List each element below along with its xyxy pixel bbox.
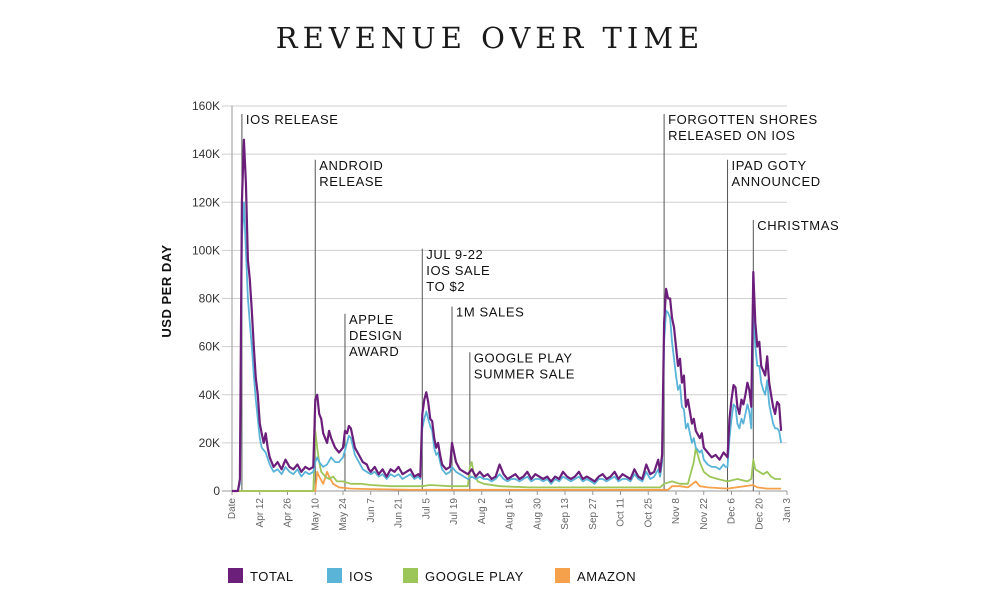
x-tick-label: May 10 [310,498,321,531]
legend-swatch [555,568,570,583]
legend-swatch [403,568,418,583]
x-tick-label: Jun 7 [366,498,377,523]
x-tick-label: Jul 19 [449,498,460,525]
series-line-total [232,138,783,493]
x-tick-label: Nov 22 [699,498,710,530]
annotation-label: RELEASED ON IOS [668,128,795,143]
annotation-label: TO $2 [426,279,465,294]
x-tick-label: Jan 3 [782,498,793,523]
series-lines [232,138,783,493]
y-tick-label: 20K [199,436,220,450]
annotation-label: IOS RELEASE [246,112,339,127]
y-tick-label: 100K [192,243,220,257]
y-axis-label: USD PER DAY [159,244,174,337]
annotation-label: 1M SALES [456,305,524,320]
legend-swatch [228,568,243,583]
x-tick-label: Apr 12 [255,498,266,528]
legend-swatch [327,568,342,583]
annotation-label: AWARD [349,344,399,359]
x-tick-label: Oct 25 [643,498,654,528]
annotation-label: ANNOUNCED [732,174,821,189]
y-tick-label: 160K [192,99,220,113]
y-tick-label: 120K [192,195,220,209]
x-tick-label: Aug 30 [532,498,543,530]
annotation-label: CHRISTMAS [757,218,839,233]
legend-label: IOS [349,569,373,584]
x-tick-label: Nov 8 [671,498,682,525]
x-tick-label: May 24 [338,498,349,531]
x-tick-label: Jun 21 [394,498,405,528]
y-tick-label: 60K [199,340,220,354]
annotation-label: FORGOTTEN SHORES [668,112,818,127]
x-tick-label: Aug 2 [477,498,488,525]
y-tick-label: 40K [199,388,220,402]
legend-label: TOTAL [250,569,294,584]
series-line-ios [232,201,782,492]
legend-label: AMAZON [577,569,636,584]
annotation-label: APPLE [349,312,394,327]
annotation-label: JUL 9-22 [426,247,483,262]
x-tick-label: Jul 5 [421,498,432,520]
x-tick-label: Dec 6 [727,498,738,525]
annotation-label: ANDROID [319,158,383,173]
legend-label: GOOGLE PLAY [425,569,524,584]
x-tick-label: Aug 16 [505,498,516,530]
y-tick-label: 0 [213,484,220,498]
x-axis-ticks: Date Apr 12 Apr 26 May 10 May 24 Jun 7 Jun 21 J… [227,491,793,531]
legend: TOTAL IOS GOOGLE PLAY AMAZON [228,568,636,584]
x-tick-label: Sep 27 [588,498,599,530]
annotation-label: DESIGN [349,328,402,343]
annotation-label: GOOGLE PLAY [474,350,573,365]
series-line-amazon [232,470,782,492]
y-tick-label: 80K [199,292,220,306]
annotation-label: IOS SALE [426,263,490,278]
annotation-label: SUMMER SALE [474,366,575,381]
annotation-label: IPAD GOTY [732,158,807,173]
annotation-label: RELEASE [319,174,383,189]
chart-title: REVENUE OVER TIME [276,21,704,55]
x-tick-label: Sep 13 [560,498,571,530]
x-tick-label: Apr 26 [283,498,294,528]
y-tick-label: 140K [192,147,220,161]
x-tick-label: Oct 11 [616,498,627,527]
series-line-google-play [232,429,782,492]
x-tick-label: Dec 20 [754,498,765,530]
x-tick-label: Date [227,498,238,520]
y-axis-ticks: 0 20K 40K 60K 80K 100K 120K 140K 160K [192,99,220,498]
